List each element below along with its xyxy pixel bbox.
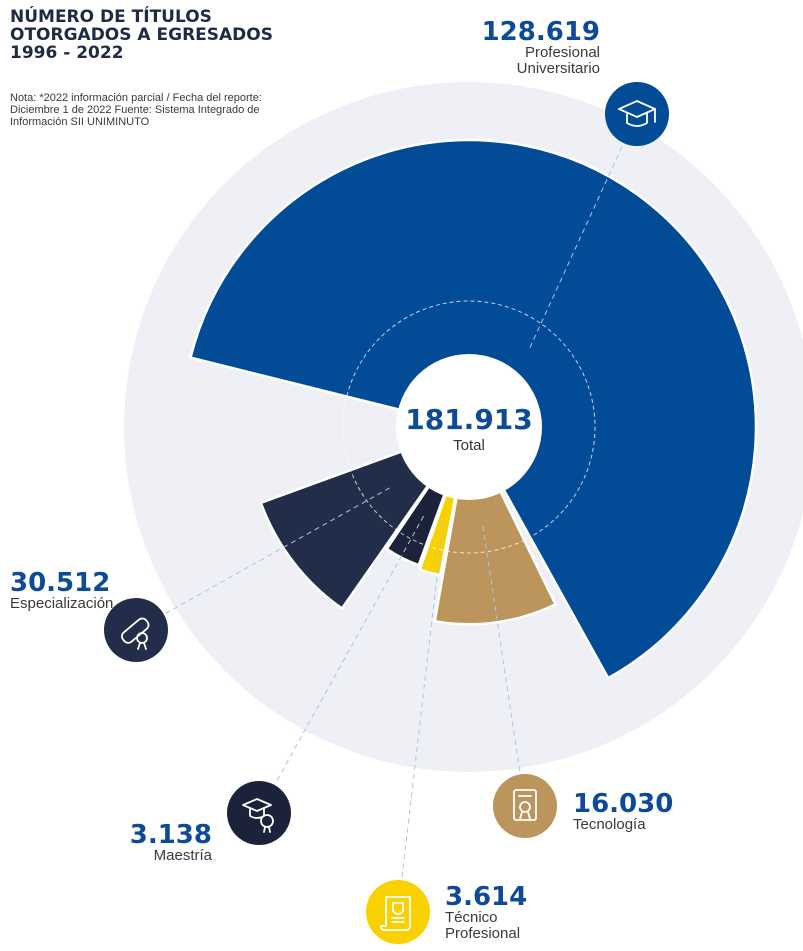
value-label-tecnico-profesional: 3.614 [445, 882, 527, 912]
category-label-profesional-universitario: Profesional [525, 44, 600, 61]
inner-dashed-ring [342, 300, 596, 554]
graduate-medal-icon [227, 781, 291, 845]
certificate-scroll-icon [366, 880, 430, 944]
total-value: 181.913 [405, 403, 533, 436]
total-label: Total [453, 437, 485, 454]
category-label-tecnico-profesional: Profesional [445, 925, 520, 942]
leader-line [135, 487, 390, 631]
category-label-profesional-universitario: Universitario [517, 60, 600, 77]
graduation-cap-icon [605, 82, 669, 146]
category-label-especializacion: Especialización [10, 595, 113, 612]
value-label-especializacion: 30.512 [10, 568, 110, 598]
leader-line [529, 113, 638, 348]
center-circle [396, 354, 542, 500]
source-note: Nota: *2022 información parcial / Fecha … [10, 92, 262, 128]
certificate-document-icon [493, 774, 557, 838]
leader-line [397, 523, 444, 913]
category-label-tecnologia: Tecnología [573, 816, 646, 833]
value-label-maestria: 3.138 [130, 820, 212, 850]
chart-title: NÚMERO DE TÍTULOS OTORGADOS A EGRESADOS … [10, 7, 273, 63]
value-label-tecnologia: 16.030 [573, 789, 673, 819]
leader-line [482, 525, 526, 807]
category-label-maestria: Maestría [154, 847, 213, 864]
category-label-tecnico-profesional: Técnico [445, 909, 498, 926]
value-label-profesional-universitario: 128.619 [482, 17, 600, 47]
leader-line [258, 515, 425, 814]
diploma-scroll-icon [104, 598, 168, 662]
